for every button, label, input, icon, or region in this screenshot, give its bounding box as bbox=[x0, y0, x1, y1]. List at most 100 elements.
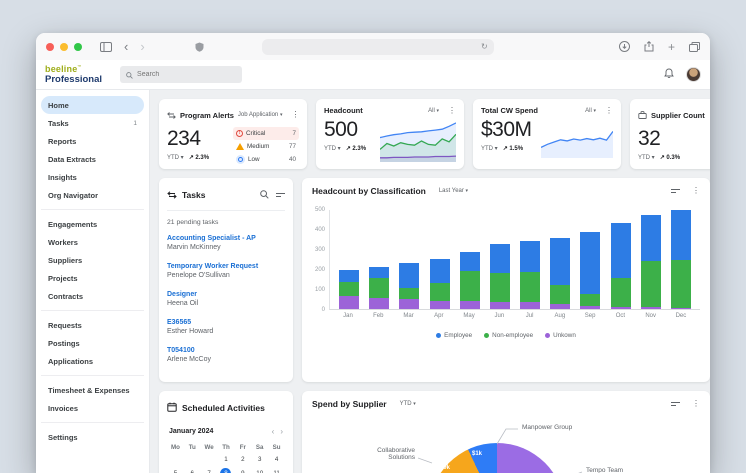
search-input[interactable] bbox=[137, 71, 228, 78]
alert-row-medium[interactable]: Medium 77 bbox=[233, 140, 299, 153]
legend-dot bbox=[545, 333, 551, 338]
spend-by-supplier-panel: Spend by Supplier YTD ▾ ⋮ Man bbox=[302, 391, 710, 473]
back-button[interactable]: ‹ bbox=[124, 39, 129, 54]
privacy-shield-icon[interactable] bbox=[195, 42, 204, 52]
maximize-button[interactable] bbox=[74, 42, 82, 51]
new-tab-icon[interactable]: + bbox=[667, 39, 675, 54]
forward-button[interactable]: › bbox=[140, 39, 145, 54]
stacked-bar-chart bbox=[329, 209, 700, 310]
calendar-day-8[interactable]: 8 bbox=[220, 468, 232, 473]
sidebar-item-insights[interactable]: Insights bbox=[41, 168, 144, 186]
sidebar-item-applications[interactable]: Applications bbox=[41, 352, 144, 370]
sidebar-item-engagements[interactable]: Engagements bbox=[41, 215, 144, 233]
sidebar-item-suppliers[interactable]: Suppliers bbox=[41, 251, 144, 269]
x-tick-label: May bbox=[463, 313, 475, 319]
period-dropdown[interactable]: YTD ▾ bbox=[399, 401, 416, 407]
tasks-filter-icon[interactable] bbox=[276, 193, 285, 197]
bar-segment bbox=[459, 251, 480, 272]
scope-dropdown[interactable]: All ▾ bbox=[428, 107, 439, 114]
legend-dot bbox=[484, 333, 490, 338]
period-dropdown[interactable]: YTD ▾ bbox=[324, 146, 341, 152]
bar-segment bbox=[610, 222, 631, 279]
calendar-day-7[interactable]: 7 bbox=[201, 468, 218, 473]
sidebar-item-contracts[interactable]: Contracts bbox=[41, 287, 144, 305]
calendar-day-9[interactable]: 9 bbox=[234, 468, 251, 473]
kebab-menu[interactable]: ⋮ bbox=[692, 399, 700, 408]
close-button[interactable] bbox=[46, 42, 54, 51]
task-link[interactable]: Accounting Specialist - AP bbox=[167, 235, 256, 242]
task-link[interactable]: Temporary Worker Request bbox=[167, 263, 259, 270]
calendar-next-icon[interactable]: › bbox=[280, 427, 283, 436]
sidebar-item-requests[interactable]: Requests bbox=[41, 316, 144, 334]
calendar-day-10[interactable]: 10 bbox=[251, 468, 268, 473]
weekday-label: Su bbox=[272, 444, 281, 451]
sidebar-group: Requests Postings Applications bbox=[41, 310, 144, 370]
calendar-day-6[interactable]: 6 bbox=[184, 468, 201, 473]
app-header: beeline™ Professional bbox=[36, 60, 710, 90]
calendar-day-5[interactable]: 5 bbox=[167, 468, 184, 473]
chart-filter-icon[interactable] bbox=[671, 402, 680, 406]
sidebar-item-timesheet-expenses[interactable]: Timesheet & Expenses bbox=[41, 381, 144, 399]
notifications-bell-icon[interactable] bbox=[664, 66, 674, 84]
kebab-menu[interactable]: ⋮ bbox=[605, 105, 613, 115]
sidebar-item-data-extracts[interactable]: Data Extracts bbox=[41, 150, 144, 168]
task-link[interactable]: E36565 bbox=[167, 319, 192, 326]
sidebar-item-reports[interactable]: Reports bbox=[41, 132, 144, 150]
calendar-day-3[interactable]: 3 bbox=[257, 456, 262, 463]
bar-group-oct bbox=[610, 222, 631, 309]
downloads-icon[interactable] bbox=[618, 41, 630, 52]
x-tick-label: Oct bbox=[615, 313, 626, 319]
sidebar-item-tasks[interactable]: Tasks 1 bbox=[41, 114, 144, 132]
calendar-prev-icon[interactable]: ‹ bbox=[271, 427, 275, 436]
alert-row-critical[interactable]: ! Critical 7 bbox=[233, 127, 299, 140]
task-link[interactable]: Designer bbox=[167, 291, 197, 298]
sidebar-item-projects[interactable]: Projects bbox=[41, 269, 144, 287]
chart-filter-icon[interactable] bbox=[671, 189, 680, 193]
legend-label: Employee bbox=[444, 332, 473, 339]
x-tick-label: Nov bbox=[645, 313, 656, 319]
slice-value-orange: $9k bbox=[440, 465, 451, 471]
kebab-menu[interactable]: ⋮ bbox=[448, 105, 456, 115]
sidebar-item-label: Applications bbox=[48, 356, 94, 366]
browser-window: ‹ › ↻ + beeline™ Professional bbox=[36, 33, 710, 473]
sidebar-item-label: Requests bbox=[48, 320, 82, 330]
time-range-dropdown[interactable]: Last Year ▾ bbox=[438, 188, 469, 194]
panel-title: Headcount by Classification bbox=[312, 186, 426, 196]
calendar-day-4[interactable]: 4 bbox=[274, 456, 279, 463]
sidebar-item-workers[interactable]: Workers bbox=[41, 233, 144, 251]
kpi-row: Program Alerts Job Application ▾ ⋮ 234 Y… bbox=[159, 99, 710, 169]
sidebar-item-label: Workers bbox=[48, 237, 78, 247]
sidebar-group: Home Tasks 1 Reports Data Extracts Insights Or… bbox=[41, 96, 144, 204]
tasks-search-icon[interactable] bbox=[260, 186, 269, 204]
reload-icon[interactable]: ↻ bbox=[480, 42, 488, 51]
task-link[interactable]: T054100 bbox=[167, 347, 195, 354]
sidebar-item-settings[interactable]: Settings bbox=[41, 428, 144, 446]
minimize-button[interactable] bbox=[60, 42, 68, 51]
alert-type-dropdown[interactable]: Job Application ▾ bbox=[237, 112, 283, 118]
user-avatar[interactable] bbox=[686, 67, 701, 82]
global-search[interactable] bbox=[120, 66, 243, 83]
sidebar-item-org-navigator[interactable]: Org Navigator bbox=[41, 186, 144, 204]
kebab-menu[interactable]: ⋮ bbox=[291, 110, 300, 119]
address-bar[interactable]: ↻ bbox=[261, 38, 494, 55]
bar-segment bbox=[580, 306, 601, 309]
alert-row-low[interactable]: Low 40 bbox=[233, 153, 299, 166]
sidebar-item-invoices[interactable]: Invoices bbox=[41, 399, 144, 417]
calendar-day-2[interactable]: 2 bbox=[241, 456, 245, 463]
x-axis-labels: Jan Feb Mar Apr May Jun Jul Aug Sep Oct Nov Dec bbox=[329, 310, 700, 319]
share-icon[interactable] bbox=[644, 41, 654, 52]
kebab-menu[interactable]: ⋮ bbox=[692, 186, 700, 195]
tab-overview-icon[interactable] bbox=[689, 41, 700, 52]
period-dropdown[interactable]: YTD ▾ bbox=[167, 155, 184, 161]
scope-dropdown[interactable]: All ▾ bbox=[585, 107, 596, 114]
sidebar-item-postings[interactable]: Postings bbox=[41, 334, 144, 352]
period-dropdown[interactable]: YTD ▾ bbox=[481, 146, 498, 152]
dashboard-content: Program Alerts Job Application ▾ ⋮ 234 Y… bbox=[150, 90, 710, 473]
period-dropdown[interactable]: YTD ▾ bbox=[638, 155, 655, 161]
sidebar-toggle-icon[interactable] bbox=[100, 41, 112, 52]
calendar-day-1[interactable]: 1 bbox=[224, 456, 228, 463]
kpi-value: $30M bbox=[481, 118, 532, 141]
sidebar-item-home[interactable]: Home bbox=[41, 96, 144, 114]
bar-segment bbox=[610, 278, 631, 308]
calendar-day-11[interactable]: 11 bbox=[268, 468, 285, 473]
